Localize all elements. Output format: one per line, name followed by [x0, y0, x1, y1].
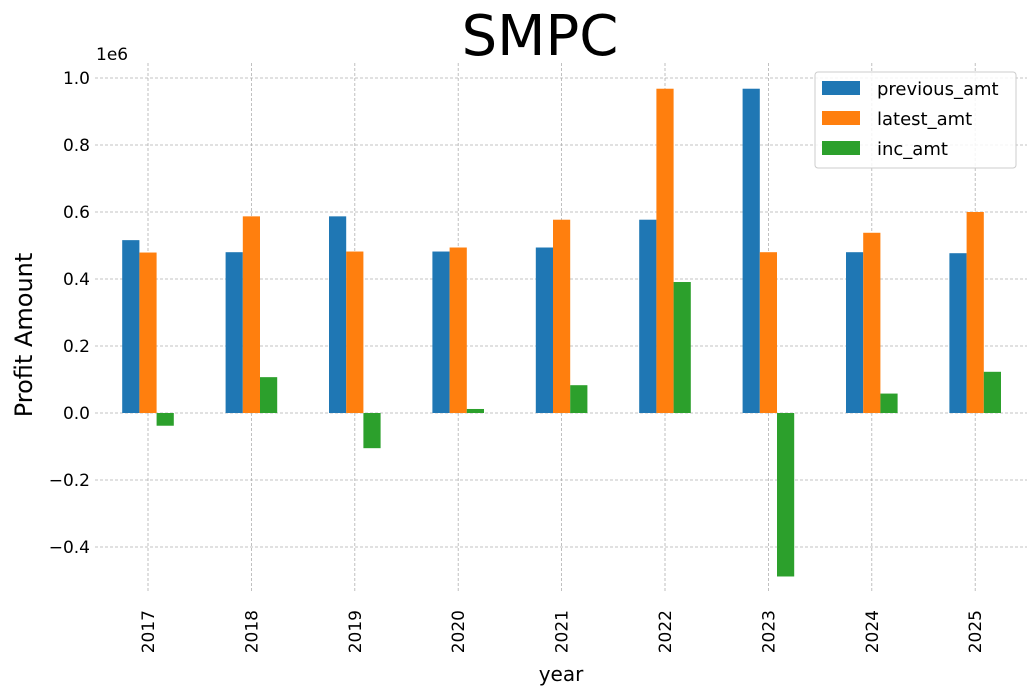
- y-tick-label: 1.0: [63, 69, 90, 89]
- legend-box: [814, 71, 1017, 169]
- bar-inc_amt-2022: [673, 282, 691, 413]
- y-tick-label: −0.2: [49, 471, 90, 491]
- bar-previous_amt-2025: [949, 253, 967, 413]
- bar-inc_amt-2019: [363, 413, 381, 449]
- y-tick-label: 0.8: [63, 136, 90, 156]
- bar-previous_amt-2022: [639, 219, 657, 413]
- legend-label-inc_amt: inc_amt: [877, 139, 948, 160]
- legend-swatch-previous_amt: [822, 81, 860, 95]
- bars-layer: [122, 88, 1001, 577]
- bar-inc_amt-2017: [156, 413, 174, 426]
- x-axis-label: year: [539, 662, 584, 686]
- legend: previous_amt latest_amt inc_amt: [814, 71, 1017, 169]
- bar-latest_amt-2023: [759, 252, 777, 413]
- x-ticks: 2017 2018 2019 2020 2021 2022 2023 2024 2025: [139, 610, 986, 653]
- bar-latest_amt-2017: [139, 252, 157, 413]
- bar-latest_amt-2019: [346, 251, 364, 413]
- chart-title: SMPC: [462, 4, 619, 69]
- bar-latest_amt-2024: [863, 232, 881, 413]
- x-tick-label: 2019: [346, 610, 366, 653]
- legend-label-previous_amt: previous_amt: [877, 79, 999, 100]
- bar-previous_amt-2024: [846, 252, 864, 413]
- bar-previous_amt-2023: [742, 88, 760, 413]
- x-tick-label: 2025: [966, 610, 986, 653]
- bar-latest_amt-2018: [242, 216, 260, 413]
- y-tick-label: 0.0: [63, 404, 90, 424]
- bar-previous_amt-2018: [225, 252, 243, 413]
- bar-previous_amt-2021: [535, 247, 553, 413]
- bar-inc_amt-2023: [777, 413, 795, 577]
- bar-inc_amt-2018: [260, 377, 278, 413]
- x-tick-label: 2018: [242, 610, 262, 653]
- bar-inc_amt-2020: [466, 408, 484, 413]
- legend-swatch-latest_amt: [822, 111, 860, 125]
- x-tick-label: 2017: [139, 610, 159, 653]
- y-axis-label: Profit Amount: [10, 253, 38, 418]
- bar-inc_amt-2024: [880, 393, 898, 413]
- bar-latest_amt-2022: [656, 88, 674, 413]
- legend-label-latest_amt: latest_amt: [877, 109, 972, 130]
- x-tick-label: 2022: [656, 610, 676, 653]
- bar-previous_amt-2017: [122, 240, 140, 413]
- y-ticks: −0.4 −0.2 0.0 0.2 0.4 0.6 0.8 1.0: [49, 69, 90, 558]
- y-tick-label: −0.4: [49, 538, 90, 558]
- bar-previous_amt-2020: [432, 251, 450, 413]
- x-tick-label: 2021: [553, 610, 573, 653]
- bar-inc_amt-2025: [983, 371, 1001, 413]
- x-tick-label: 2023: [759, 610, 779, 653]
- y-offset-label: 1e6: [96, 45, 128, 65]
- y-tick-label: 0.2: [63, 337, 90, 357]
- bar-latest_amt-2020: [449, 247, 467, 413]
- bar-previous_amt-2019: [329, 216, 347, 413]
- bar-inc_amt-2021: [570, 385, 588, 413]
- x-tick-label: 2020: [449, 610, 469, 653]
- y-tick-label: 0.6: [63, 203, 90, 223]
- bar-latest_amt-2025: [966, 212, 984, 413]
- y-tick-label: 0.4: [63, 270, 90, 290]
- bar-latest_amt-2021: [553, 219, 571, 413]
- x-tick-label: 2024: [863, 610, 883, 653]
- legend-swatch-inc_amt: [822, 141, 860, 155]
